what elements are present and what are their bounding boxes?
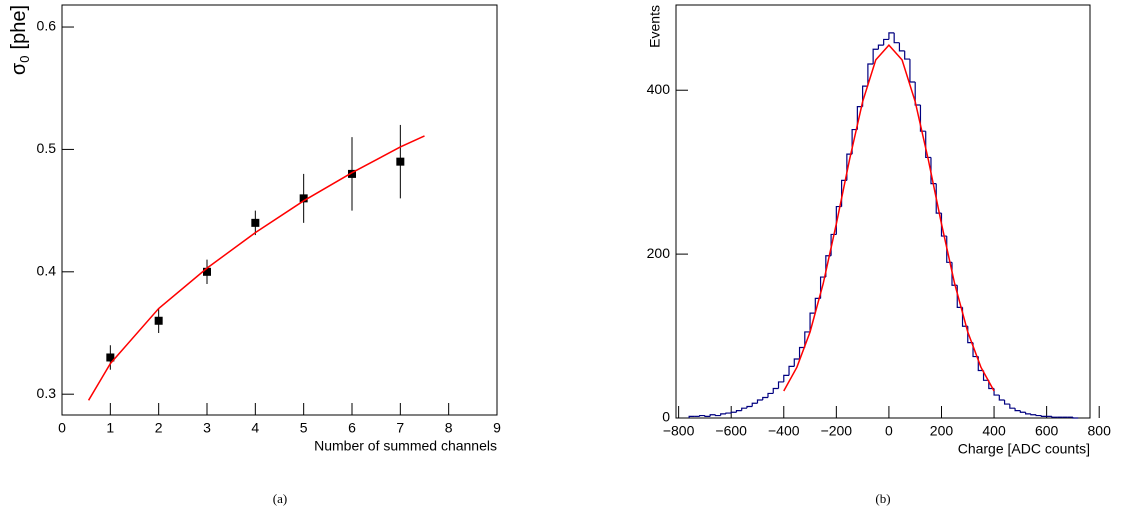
histogram-bin (1030, 413, 1037, 416)
histogram-bin (982, 370, 989, 381)
histogram-bin (735, 410, 742, 413)
fit-curve (87, 135, 425, 401)
histogram-bin (877, 44, 884, 50)
y-axis-label: Events (647, 5, 663, 48)
histogram-bin (793, 358, 800, 367)
histogram-bin (998, 395, 1005, 401)
histogram-bin (1019, 410, 1026, 413)
histogram-bin (741, 407, 747, 411)
x-tick-label: 600 (1035, 423, 1059, 439)
histogram-bin (1014, 408, 1021, 412)
histogram-bin (930, 157, 937, 185)
histogram-bin (751, 402, 758, 407)
y-tick-label: 0.6 (37, 18, 57, 34)
y-tick-label: 0.5 (37, 140, 57, 156)
x-tick-label: 400 (982, 423, 1006, 439)
histogram-bin (699, 414, 705, 417)
histogram-bin (804, 331, 811, 348)
histogram-bin (809, 312, 816, 332)
histogram-bin (993, 388, 1000, 396)
x-tick-label: 9 (493, 420, 501, 436)
x-tick-label: 2 (155, 420, 163, 436)
x-tick-label: −800 (663, 423, 695, 439)
x-tick-label: 0 (58, 420, 66, 436)
y-label-subscript: 0 (17, 55, 32, 62)
histogram-bin (756, 399, 763, 404)
histogram-bin (762, 396, 768, 400)
histogram-bin (1051, 416, 1058, 418)
x-tick-label: 800 (1088, 423, 1112, 439)
x-tick-label: 1 (106, 420, 114, 436)
x-tick-label: 4 (251, 420, 259, 436)
y-tick-label: 0.4 (37, 263, 57, 279)
x-tick-label: 5 (300, 420, 308, 436)
x-tick-label: 8 (445, 420, 453, 436)
x-axis-label: Charge [ADC counts] (958, 441, 1090, 457)
histogram-bin (909, 59, 916, 83)
x-tick-label: 0 (885, 423, 893, 439)
histogram-bin (714, 414, 721, 417)
caption: (a) (273, 491, 287, 506)
x-tick-label: 3 (203, 420, 211, 436)
histogram-bin (720, 413, 726, 416)
histogram-bin (1003, 399, 1010, 405)
histogram-bin (772, 387, 779, 394)
histogram-bin (798, 346, 805, 359)
x-tick-label: −400 (768, 423, 800, 439)
histogram-bin (1040, 415, 1047, 417)
x-axis-label: Number of summed channels (314, 438, 497, 454)
x-tick-label: −600 (715, 423, 747, 439)
histogram-bin (1024, 412, 1031, 415)
y-tick-label: 200 (647, 245, 671, 261)
y-axis-label: σ0 [phe] (8, 5, 32, 75)
y-label-symbol: σ (8, 62, 30, 75)
histogram-bin (867, 63, 874, 87)
histogram-bin (783, 374, 790, 382)
data-point (299, 194, 308, 203)
histogram-bin (688, 415, 695, 418)
plot-frame (675, 4, 1091, 419)
data-point (106, 353, 115, 362)
histogram-bin (704, 415, 711, 417)
data-point (251, 218, 260, 227)
histogram-bin (872, 48, 879, 64)
histogram-bin (883, 38, 889, 46)
x-tick-label: 7 (396, 420, 404, 436)
histogram-bin (919, 104, 926, 132)
y-tick-label: 0.3 (37, 385, 57, 401)
histogram-bin (777, 381, 784, 389)
histogram-bin (1072, 417, 1079, 419)
histogram-bin (1035, 414, 1042, 417)
histogram-bin (767, 392, 774, 398)
histogram-bin (914, 82, 921, 106)
x-tick-label: 6 (348, 420, 356, 436)
histogram-bin (904, 50, 910, 60)
histogram-bin (730, 411, 737, 414)
histogram-bin (925, 131, 931, 159)
x-tick-label: −200 (821, 423, 853, 439)
histogram-bin (725, 412, 732, 414)
data-point (203, 267, 211, 276)
histogram-bin (1009, 404, 1016, 409)
y-tick-label: 400 (647, 81, 671, 97)
histogram-bin (888, 32, 895, 40)
fit-curve (783, 44, 995, 392)
data-point (154, 316, 163, 325)
data-point (348, 169, 356, 178)
plot-frame (61, 4, 498, 416)
data-point (396, 157, 405, 166)
histogram-bin (709, 414, 716, 417)
histogram-bin (898, 42, 905, 52)
histogram-bin (746, 405, 753, 409)
y-tick-label: 0 (662, 409, 670, 425)
caption: (b) (875, 491, 890, 506)
x-tick-label: 200 (930, 423, 954, 439)
histogram-bin (893, 32, 900, 44)
y-label-unit: [phe] (8, 5, 30, 49)
histogram-bin (788, 365, 795, 376)
